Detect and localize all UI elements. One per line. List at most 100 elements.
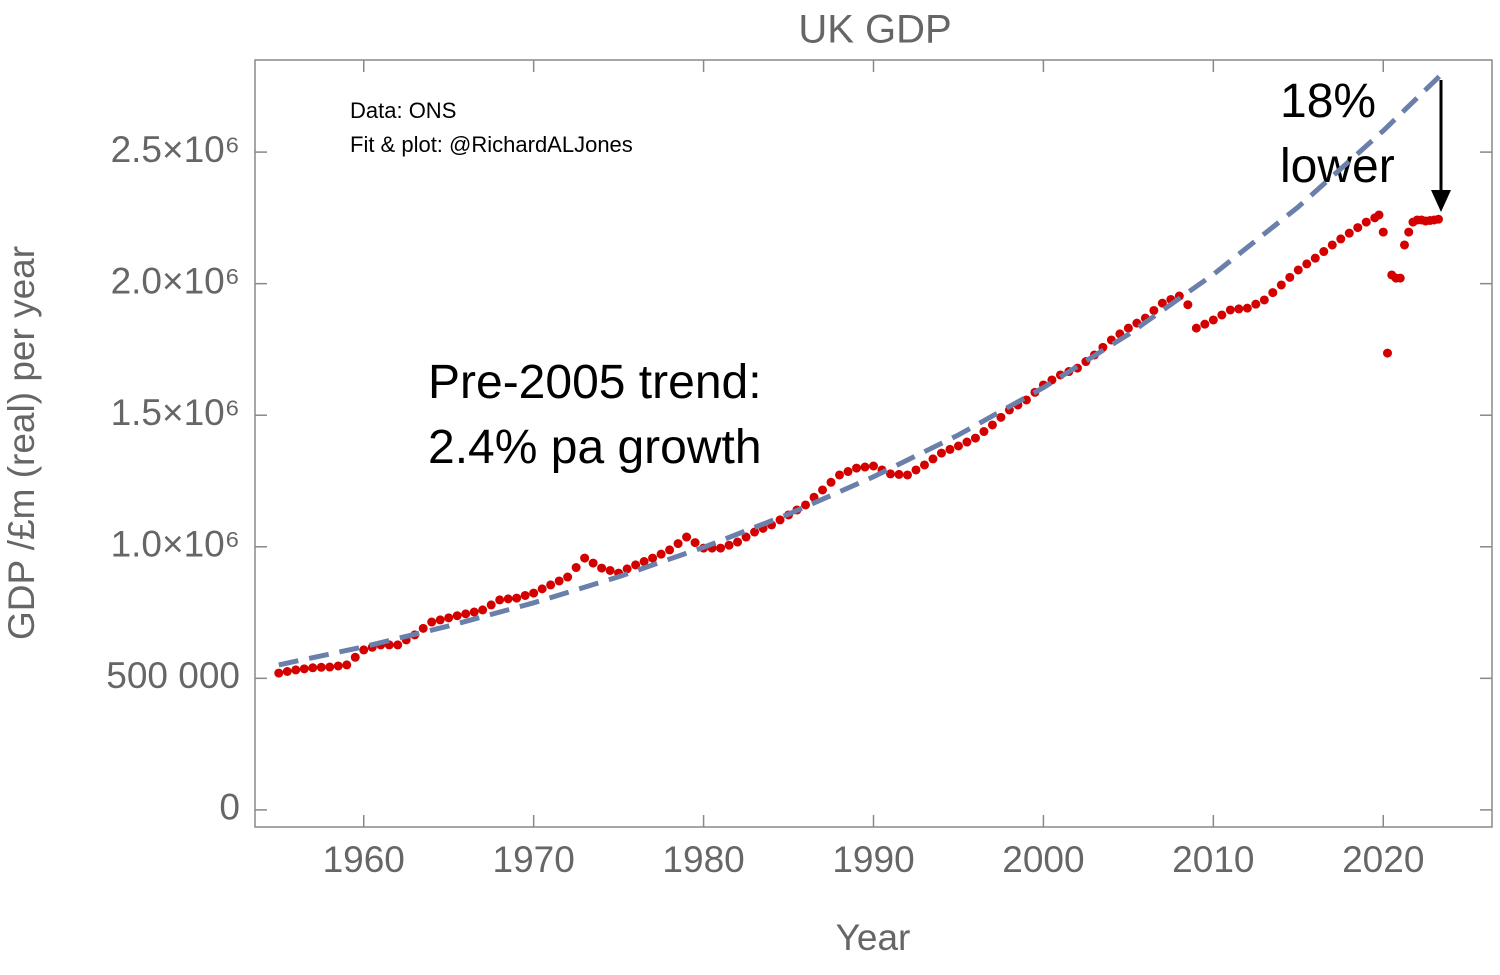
annotation: Data: ONS <box>350 98 456 123</box>
data-point <box>894 469 904 479</box>
data-point <box>622 564 632 574</box>
data-point <box>902 470 912 480</box>
data-point <box>682 532 692 542</box>
y-tick-label: 2.0×10⁶ <box>111 260 240 301</box>
data-point <box>741 532 751 542</box>
data-point <box>656 549 666 559</box>
data-point <box>1378 227 1388 237</box>
data-point <box>979 427 989 437</box>
data-point <box>1353 223 1363 233</box>
data-point <box>291 665 301 675</box>
data-point <box>1336 234 1346 244</box>
data-point <box>418 623 428 633</box>
data-point <box>597 563 607 573</box>
x-tick-label: 2020 <box>1342 839 1424 880</box>
data-point <box>1268 288 1278 298</box>
arrow-head <box>1431 190 1451 212</box>
data-point <box>1395 273 1405 283</box>
data-point <box>945 444 955 454</box>
x-axis-label: Year <box>836 917 911 958</box>
data-point <box>1433 214 1443 224</box>
data-point <box>1302 259 1312 269</box>
data-point <box>461 609 471 619</box>
data-point <box>953 441 963 451</box>
data-point <box>648 553 658 563</box>
data-point <box>911 465 921 475</box>
data-point <box>1259 295 1269 305</box>
annotation: lower <box>1280 140 1395 193</box>
data-point <box>801 500 811 510</box>
data-point <box>1310 253 1320 263</box>
data-point <box>1149 305 1159 315</box>
data-point <box>1021 395 1031 405</box>
data-point <box>554 576 564 586</box>
data-point <box>537 584 547 594</box>
chart-title: UK GDP <box>798 8 951 52</box>
annotation: Pre-2005 trend: <box>428 356 762 409</box>
data-point <box>503 594 513 604</box>
data-point <box>1293 265 1303 275</box>
data-point <box>1319 247 1329 257</box>
x-tick-label: 2010 <box>1172 839 1254 880</box>
data-point <box>716 543 726 553</box>
data-point <box>316 662 326 672</box>
data-point <box>860 462 870 472</box>
data-point <box>1200 319 1210 329</box>
data-point <box>325 662 335 672</box>
x-tick-label: 1990 <box>832 839 914 880</box>
y-tick-label: 0 <box>219 787 240 828</box>
data-point <box>1374 210 1384 220</box>
data-point <box>427 617 437 627</box>
data-point <box>1225 305 1235 315</box>
data-point <box>970 433 980 443</box>
data-point <box>308 663 318 673</box>
data-point <box>733 537 743 547</box>
data-point <box>520 590 530 600</box>
data-point <box>869 461 878 471</box>
trend-line <box>278 71 1445 668</box>
y-tick-label: 500 000 <box>106 655 240 696</box>
data-point <box>665 545 675 555</box>
data-point <box>571 563 581 573</box>
data-point <box>435 615 445 625</box>
y-tick-label: 1.5×10⁶ <box>111 392 240 433</box>
data-point <box>987 420 997 430</box>
data-point <box>843 467 853 477</box>
data-point <box>546 580 556 590</box>
data-point <box>1404 227 1414 237</box>
data-point <box>1285 272 1295 282</box>
data-point <box>639 557 649 567</box>
data-point <box>750 527 760 537</box>
data-point <box>1344 228 1354 238</box>
data-point <box>1208 315 1218 325</box>
y-tick-label: 2.5×10⁶ <box>111 129 240 170</box>
annotation: Fit & plot: @RichardALJones <box>350 132 633 157</box>
data-point <box>1242 303 1252 313</box>
data-point <box>1327 240 1337 250</box>
data-point <box>928 454 938 464</box>
data-point <box>826 477 836 487</box>
data-point <box>631 560 641 570</box>
data-point <box>919 460 929 470</box>
data-point <box>962 437 972 447</box>
x-tick-label: 1980 <box>662 839 744 880</box>
data-point <box>1123 323 1133 333</box>
data-point <box>605 565 615 575</box>
data-point <box>1361 217 1371 227</box>
data-point <box>1399 240 1409 250</box>
data-point <box>1234 304 1244 314</box>
data-point <box>495 595 505 605</box>
data-point <box>478 605 488 615</box>
x-tick-label: 1970 <box>493 839 575 880</box>
data-point <box>1251 299 1261 309</box>
data-point <box>1383 348 1393 358</box>
data-point <box>775 515 785 525</box>
data-point <box>274 668 284 678</box>
data-point <box>342 660 352 670</box>
data-point <box>936 448 946 458</box>
data-point <box>512 593 522 603</box>
y-axis-label: GDP /£m (real) per year <box>1 246 42 640</box>
data-point <box>1217 310 1227 320</box>
data-point <box>444 613 454 623</box>
data-point <box>724 540 734 550</box>
